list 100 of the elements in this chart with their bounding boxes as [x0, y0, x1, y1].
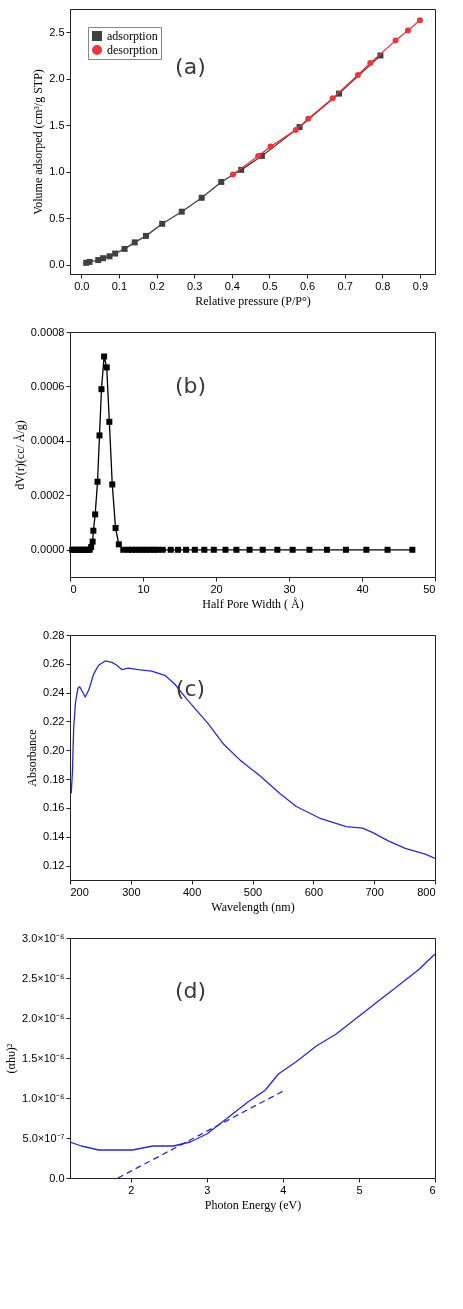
line-series — [70, 660, 435, 860]
y-tick-label: 0.5 — [49, 211, 65, 224]
point — [112, 525, 119, 531]
y-tick-label: 0.14 — [43, 830, 65, 843]
point — [289, 546, 296, 553]
x-tick-label: 40 — [356, 582, 369, 595]
y-tick-label: 1.5×10⁻⁶ — [22, 1051, 65, 1064]
y-axis-title: (αhυ)² — [4, 1043, 19, 1074]
y-tick-label: 0.0004 — [30, 434, 65, 447]
x-tick-label: 0 — [70, 582, 77, 595]
y-tick-label: 0.0008 — [30, 325, 65, 338]
legend-label: desorption — [107, 43, 158, 57]
x-tick-label: 3 — [204, 1183, 211, 1196]
annotation: (d) — [174, 977, 207, 1003]
point — [198, 194, 205, 201]
point — [404, 27, 411, 34]
point — [354, 72, 361, 79]
point — [109, 481, 116, 488]
y-tick-label: 0.18 — [43, 772, 65, 785]
point — [115, 541, 122, 548]
point — [121, 245, 128, 252]
point — [367, 59, 374, 66]
y-tick-label: 0.16 — [43, 801, 65, 814]
x-tick-label: 6 — [429, 1183, 436, 1196]
point — [233, 546, 240, 553]
point — [159, 546, 166, 553]
point — [103, 364, 110, 371]
y-tick-label: 0.24 — [43, 686, 65, 699]
point — [89, 538, 96, 545]
point — [98, 386, 105, 393]
point — [274, 546, 281, 553]
y-tick-label: 0.20 — [43, 743, 65, 756]
y-tick-label: 2.0 — [49, 72, 65, 85]
y-tick-label: 1.0 — [49, 165, 65, 178]
point — [106, 418, 113, 425]
x-tick-label: 0.7 — [337, 279, 353, 292]
x-tick-label: 0.1 — [111, 279, 128, 292]
point — [96, 432, 103, 439]
y-tick-label: 0.22 — [43, 714, 65, 727]
x-tick-label: 600 — [304, 885, 324, 898]
point — [292, 126, 299, 133]
point — [191, 546, 198, 553]
point — [363, 546, 370, 553]
y-axis-title: dV(r)(cc/ Å/g) — [12, 420, 27, 490]
point — [218, 178, 225, 185]
x-tick-label: 30 — [283, 582, 296, 595]
x-tick-label: 0.6 — [299, 279, 316, 292]
point — [409, 546, 416, 553]
y-tick-label: 0.28 — [43, 628, 65, 641]
point — [342, 546, 349, 553]
point — [183, 546, 190, 553]
x-tick-label: 0.2 — [149, 279, 165, 292]
point — [143, 232, 150, 239]
y-tick-label: 0.0000 — [30, 543, 65, 556]
point — [306, 546, 313, 553]
x-tick-label: 0.3 — [187, 279, 203, 292]
x-tick-label: 200 — [70, 885, 89, 898]
x-axis-title: Photon Energy (eV) — [204, 1197, 302, 1212]
annotation: (a) — [175, 54, 206, 80]
x-axis-title: Wavelength (nm) — [211, 899, 295, 914]
annotation: (b) — [174, 372, 207, 398]
point — [222, 546, 229, 553]
y-tick-label: 0.0002 — [30, 488, 65, 501]
y-tick-label: 2.5 — [49, 25, 65, 38]
y-tick-label: 2.0×10⁻⁶ — [22, 1011, 65, 1024]
x-tick-label: 700 — [365, 885, 384, 898]
point — [131, 239, 138, 246]
point — [384, 546, 391, 553]
x-axis-title: Half Pore Width ( Å) — [202, 596, 304, 611]
x-tick-label: 0.5 — [262, 279, 278, 292]
x-tick-label: 5 — [356, 1183, 363, 1196]
x-tick-label: 800 — [417, 885, 436, 898]
y-tick-label: 1.5 — [49, 118, 65, 131]
x-tick-label: 50 — [423, 582, 436, 595]
x-axis-title: Relative pressure (P/P°) — [195, 293, 311, 308]
point — [167, 546, 174, 553]
legend-label: adsorption — [107, 29, 158, 43]
point — [112, 250, 119, 257]
y-tick-label: 1.0×10⁻⁶ — [22, 1091, 65, 1104]
point — [246, 546, 253, 553]
y-tick-label: 0.12 — [43, 859, 65, 872]
x-tick-label: 2 — [128, 1183, 135, 1196]
point — [92, 511, 99, 518]
point — [100, 255, 107, 262]
x-tick-label: 400 — [182, 885, 202, 898]
annotation: (c) — [175, 675, 206, 701]
x-tick-label: 300 — [122, 885, 141, 898]
point — [175, 546, 182, 553]
point — [259, 546, 266, 553]
point — [201, 546, 208, 553]
y-tick-label: 5.0×10⁻⁷ — [22, 1131, 65, 1144]
y-tick-label: 0.0 — [49, 1171, 65, 1184]
x-tick-label: 500 — [243, 885, 263, 898]
point — [90, 527, 97, 534]
y-axis-title: Absorbance — [25, 729, 40, 787]
point — [392, 37, 399, 44]
point — [416, 17, 423, 24]
x-tick-label: 0.8 — [375, 279, 391, 292]
x-tick-label: 10 — [137, 582, 150, 595]
point — [329, 95, 336, 102]
